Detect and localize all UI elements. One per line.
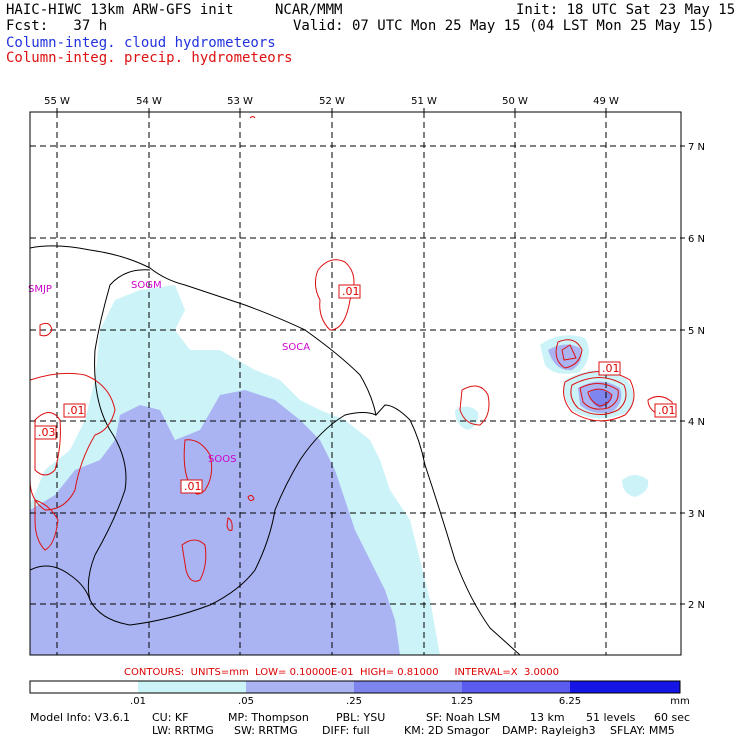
colorbar-unit: mm	[670, 696, 689, 707]
lat-labels: 7 N 6 N 5 N 4 N 3 N 2 N	[688, 142, 705, 611]
field-precip-label: Column-integ. precip. hydrometeors	[6, 50, 293, 66]
colorbar-segment	[138, 681, 246, 693]
contour-labels: .01 .01 .03 .01 .01 .01	[34, 284, 677, 494]
colorbar-tick: 6.25	[559, 696, 581, 707]
colorbar-segment	[354, 681, 462, 693]
colorbar-segment	[462, 681, 570, 693]
footer-timestep: 60 sec	[654, 711, 691, 724]
lat-label: 2 N	[688, 600, 705, 611]
model-title: HAIC-HIWC 13km ARW-GFS init	[6, 2, 234, 18]
lon-label: 51 W	[411, 96, 437, 107]
lat-label: 7 N	[688, 142, 705, 153]
colorbar-segment	[30, 681, 138, 693]
colorbar-tick: 1.25	[451, 696, 473, 707]
lon-label: 53 W	[227, 96, 253, 107]
map-frame	[29, 111, 682, 656]
footer-mp: MP: Thompson	[228, 711, 309, 724]
station-label: SOGM	[131, 280, 162, 291]
contour-info: CONTOURS: UNITS=mm LOW= 0.10000E-01 HIGH…	[124, 667, 559, 678]
lon-label: 55 W	[44, 96, 70, 107]
lat-label: 6 N	[688, 234, 705, 245]
footer-damp: DAMP: Rayleigh3	[502, 724, 596, 737]
footer-lw: LW: RRTMG	[152, 724, 214, 737]
lat-lon-grid	[30, 112, 681, 655]
contour-label: .01	[67, 404, 85, 417]
colorbar-tick: .01	[130, 696, 146, 707]
lat-label: 4 N	[688, 417, 705, 428]
valid-time: Valid: 07 UTC Mon 25 May 15 (04 LST Mon …	[293, 18, 715, 34]
station-label: SOOS	[208, 454, 236, 465]
lon-label: 54 W	[136, 96, 162, 107]
station-label: SOCA	[282, 342, 310, 353]
coastline	[30, 245, 521, 655]
footer-sflay: SFLAY: MM5	[610, 724, 675, 737]
contour-label: .03	[38, 426, 56, 439]
colorbar-segment	[570, 681, 680, 693]
station-label: SMJP	[28, 284, 52, 295]
init-time: Init: 18 UTC Sat 23 May 15	[516, 2, 736, 18]
contour-label: .01	[342, 285, 360, 298]
lon-label: 52 W	[319, 96, 345, 107]
lat-label: 3 N	[688, 509, 705, 520]
contour-label: .01	[658, 404, 676, 417]
contour-label: .01	[602, 362, 620, 375]
colorbar-tick: .05	[238, 696, 254, 707]
footer-model-info: Model Info: V3.6.1	[30, 711, 131, 724]
colorbar-tick: .25	[346, 696, 362, 707]
field-cloud-label: Column-integ. cloud hydrometeors	[6, 35, 276, 51]
contour-label: .01	[184, 480, 202, 493]
lon-label: 50 W	[502, 96, 528, 107]
lon-labels: 55 W 54 W 53 W 52 W 51 W 50 W 49 W	[44, 96, 619, 107]
lon-label: 49 W	[593, 96, 619, 107]
shaded-field	[30, 285, 649, 655]
footer-cu: CU: KF	[152, 711, 189, 724]
footer-sf: SF: Noah LSM	[426, 711, 501, 724]
axis-ticks	[56, 108, 685, 605]
org-label: NCAR/MMM	[275, 2, 343, 18]
footer-sw: SW: RRTMG	[234, 724, 298, 737]
colorbar: .01 .05 .25 1.25 6.25 mm	[29, 680, 690, 707]
lat-label: 5 N	[688, 326, 705, 337]
forecast-hour: Fcst: 37 h	[6, 18, 108, 34]
footer-levels: 51 levels	[586, 711, 636, 724]
footer-km: KM: 2D Smagor	[404, 724, 490, 737]
footer-resolution: 13 km	[530, 711, 565, 724]
precip-contours	[30, 116, 673, 582]
footer-diff: DIFF: full	[322, 724, 370, 737]
footer-pbl: PBL: YSU	[336, 711, 386, 724]
colorbar-segment	[246, 681, 354, 693]
